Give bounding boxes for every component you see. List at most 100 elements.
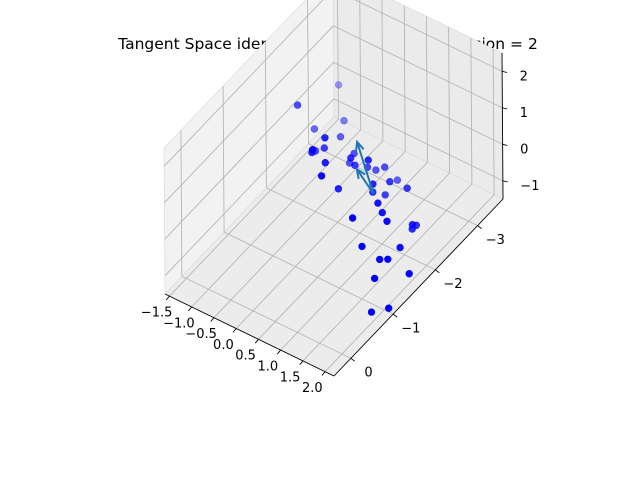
grid-line-x-back [403, 5, 406, 152]
data-point [393, 176, 402, 184]
data-point [381, 191, 389, 199]
data-point [293, 101, 302, 109]
grid-line-z-left [164, 25, 334, 204]
grid-line-z-left [164, 98, 335, 277]
grid-line-y-left [265, 41, 267, 188]
z-tick-label: 2 [520, 70, 528, 85]
x-tick-label-mark [254, 339, 259, 344]
tangent-vector-shaft [356, 141, 375, 194]
grid-line-x-back [492, 48, 495, 195]
z-tick-label: 1 [520, 106, 528, 121]
y-tick-label: −3 [486, 233, 505, 248]
z-tick-label-mark [502, 107, 508, 110]
grid-line-z-back [333, 61, 503, 145]
data-point [358, 242, 366, 251]
grid-line-z-left [164, 62, 334, 240]
data-point [317, 172, 326, 180]
grid-line-x-back [359, 0, 362, 130]
axis-panes [163, 0, 504, 377]
grid-line-x-floor [324, 194, 495, 372]
data-point [351, 161, 359, 170]
tick-labels: −1.5−1.0−0.50.00.51.01.52.0 −3 −2 −1 0 −1 0 1 2 [141, 70, 540, 396]
data-point [405, 270, 413, 278]
tangent-vector-shaft [356, 168, 375, 195]
data-point [383, 217, 391, 226]
x-tick-label: 0.0 [213, 338, 234, 353]
grid-line-x-floor [235, 151, 406, 329]
grid-line-z-back [354, 0, 503, 72]
z-tick-label: −1 [520, 179, 539, 194]
x-tick-label-mark [165, 295, 170, 301]
grid-line-x-back [381, 0, 384, 141]
x-tick-label-mark [232, 328, 237, 333]
x-tick-label: −1.5 [141, 306, 173, 321]
grid-line-x-back [470, 37, 473, 184]
grid-line-x-floor [280, 172, 450, 351]
data-point [374, 199, 382, 207]
data-point [376, 255, 384, 264]
data-point [370, 274, 379, 283]
grid-line-x-back [426, 16, 428, 163]
grid-line-x-floor [302, 183, 473, 362]
data-point [320, 144, 328, 152]
x-tick-label-mark [188, 306, 193, 312]
y-tick-label-mark [435, 269, 440, 274]
data-point [367, 308, 376, 316]
grid-line-y-floor [223, 231, 394, 315]
data-point [348, 214, 357, 222]
data-point [321, 134, 329, 142]
data-point [347, 154, 355, 162]
grid-line-x-back [337, 0, 339, 120]
x-tick-label: 0.5 [235, 349, 256, 364]
x-tick-label-mark [210, 317, 215, 322]
grid-line-x-floor [213, 140, 384, 318]
data-point [334, 185, 343, 193]
grid-line-y-left [222, 86, 225, 233]
grid-line-y-floor [266, 187, 436, 271]
scatter-points [293, 81, 420, 316]
y-tick-label-mark [350, 357, 356, 362]
axes-3d: −1.5−1.0−0.50.00.51.01.52.0 −3 −2 −1 0 −1 0 1 2 [141, 0, 540, 396]
x-tick-label: −0.5 [185, 327, 217, 342]
x-tick-label: 1.5 [280, 370, 301, 385]
data-point [364, 156, 372, 164]
x-tick-label: 2.0 [302, 381, 323, 396]
data-point [372, 166, 380, 174]
z-tick-label-mark [501, 70, 508, 73]
data-point [308, 146, 317, 154]
y-tick-label-mark [477, 225, 482, 229]
data-point [321, 159, 329, 167]
data-point [381, 163, 389, 171]
z-tick-label: 0 [520, 143, 528, 158]
grid-line-x-floor [258, 162, 428, 340]
z-axis-line [501, 52, 504, 200]
grid-line-y-left [180, 130, 183, 277]
data-point [310, 125, 319, 133]
tangent-vector-head [355, 139, 365, 152]
grid-line-y-left [307, 0, 309, 144]
grid-line-z-back [333, 25, 503, 109]
data-point [384, 255, 392, 263]
data-point [386, 178, 394, 186]
y-tick-label: 0 [364, 366, 372, 381]
data-point [408, 221, 417, 229]
z-tick-label-mark [502, 180, 508, 183]
tangent-vectors [355, 139, 375, 195]
x-tick-label-mark [299, 360, 304, 365]
data-point [336, 133, 345, 141]
grid-line-y-floor [181, 275, 352, 359]
tangent-vector-head [355, 167, 366, 180]
data-point [396, 243, 404, 252]
axis-lines [164, 52, 504, 377]
y-axis-line [333, 198, 504, 377]
x-axis-line [164, 293, 335, 377]
grid-line-z-left [163, 0, 324, 167]
x-tick-label: 1.0 [257, 360, 278, 375]
data-point [403, 184, 411, 192]
data-point [334, 81, 343, 89]
z-tick-label-mark [502, 143, 508, 146]
grid-line-x-back [448, 27, 450, 174]
y-tick-label-mark [392, 313, 398, 318]
y-tick-label: −1 [401, 321, 420, 336]
